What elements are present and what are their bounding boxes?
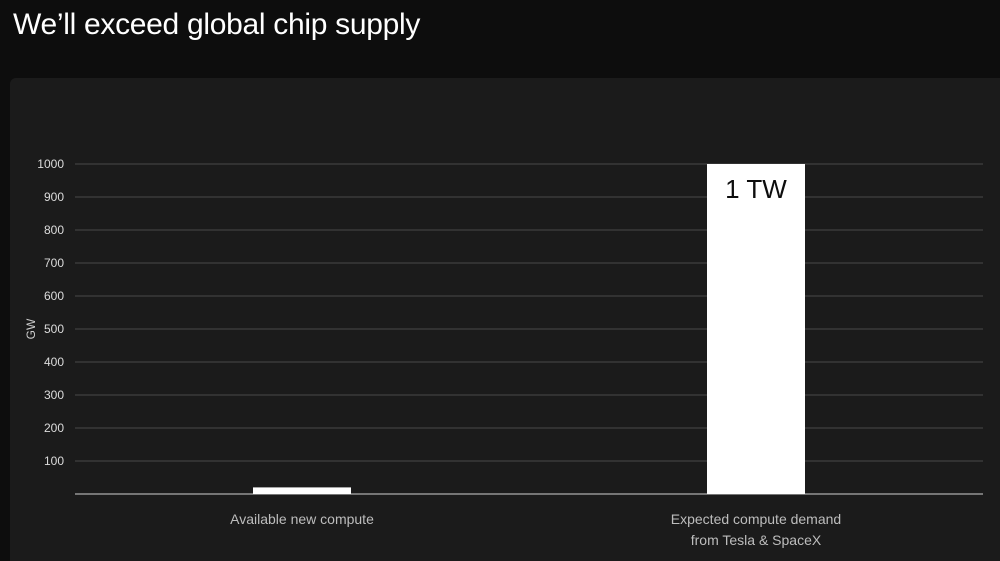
y-tick-label-200: 200 (44, 421, 64, 435)
y-tick-label-700: 700 (44, 256, 64, 270)
y-tick-label-500: 500 (44, 322, 64, 336)
y-tick-label-900: 900 (44, 190, 64, 204)
y-tick-label-600: 600 (44, 289, 64, 303)
y-tick-label-300: 300 (44, 388, 64, 402)
y-tick-label-400: 400 (44, 355, 64, 369)
category-label-0-0: Available new compute (230, 511, 374, 527)
category-label-1-0: Expected compute demand (671, 511, 841, 527)
y-tick-label-800: 800 (44, 223, 64, 237)
category-label-1-1: from Tesla & SpaceX (691, 532, 822, 548)
chart-panel: 100 200 300 400 500 600 700 800 900 1000 GW Availab… (10, 78, 1000, 561)
slide-title: We’ll exceed global chip supply (13, 8, 421, 41)
y-tick-label-100: 100 (44, 454, 64, 468)
bar-0 (253, 487, 351, 494)
bar-chart: 100 200 300 400 500 600 700 800 900 1000 GW Availab… (24, 157, 983, 548)
y-tick-label-1000: 1000 (37, 157, 64, 171)
y-axis-label: GW (24, 318, 38, 339)
data-label-1: 1 TW (725, 174, 787, 204)
bar-1 (707, 164, 805, 494)
